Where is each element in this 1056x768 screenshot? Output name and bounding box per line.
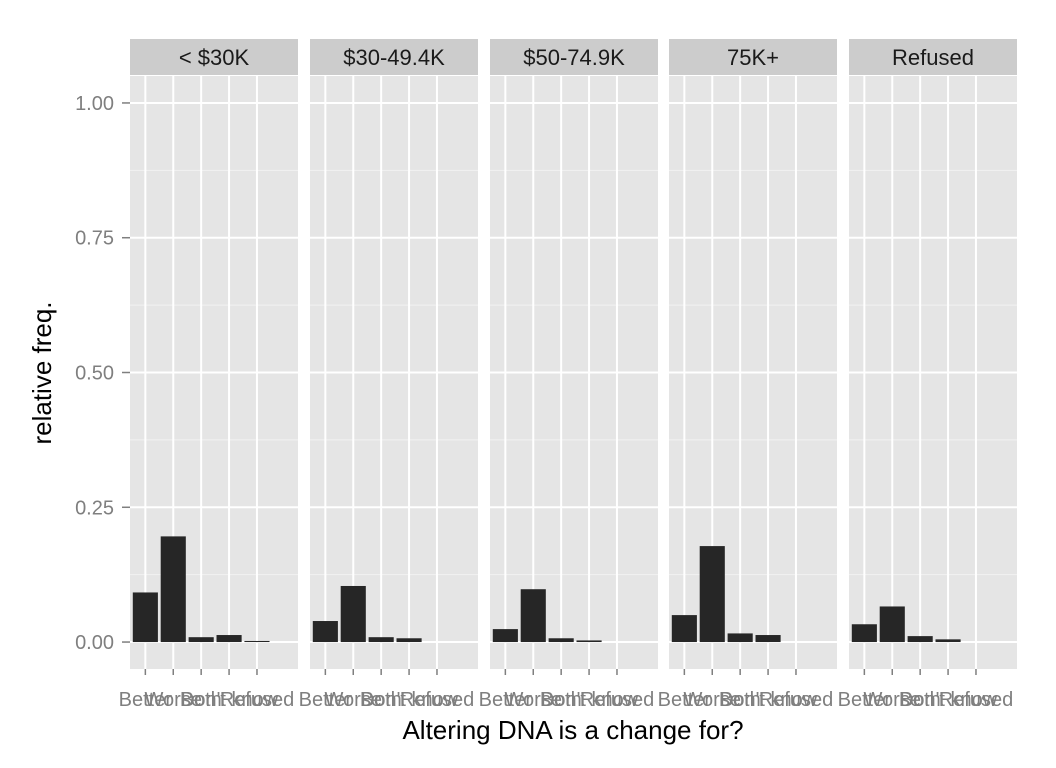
x-tick-label: Better — [299, 689, 353, 711]
x-tick-label: Don't know — [360, 689, 459, 711]
bar-both — [727, 633, 753, 643]
x-tick-label: Don't know — [540, 689, 639, 711]
facet-strip-label: Refused — [892, 45, 974, 70]
x-tick-label: Refused — [220, 689, 295, 711]
bar-worse — [879, 606, 905, 643]
x-tick-label: Refused — [580, 689, 655, 711]
y-tick-label: 0.25 — [75, 497, 114, 519]
bar-better — [132, 592, 158, 643]
x-tick-label: Better — [479, 689, 533, 711]
bar-better — [492, 629, 518, 643]
y-axis-title: relative freq. — [27, 301, 57, 444]
bar-worse — [160, 536, 186, 643]
facet-strip — [849, 39, 1017, 75]
y-tick-label: 0.75 — [75, 228, 114, 250]
x-tick-label: Worse — [325, 689, 382, 711]
bar-better — [312, 621, 338, 643]
y-tick-label: 0.50 — [75, 363, 114, 385]
x-tick-label: Both — [361, 689, 402, 711]
bar-don-t-know — [216, 635, 242, 643]
y-tick-label: 0.00 — [75, 632, 114, 654]
bar-worse — [340, 585, 366, 643]
x-tick-label: Worse — [684, 689, 741, 711]
bar-don-t-know — [935, 639, 961, 643]
bar-both — [548, 638, 574, 643]
facet-strip — [310, 39, 478, 75]
facet-strip — [130, 39, 298, 75]
x-tick-label: Refused — [939, 689, 1014, 711]
bar-worse — [520, 589, 546, 643]
x-axis-title: Altering DNA is a change for? — [402, 715, 743, 745]
x-tick-label: Both — [720, 689, 761, 711]
x-tick-label: Don't know — [899, 689, 998, 711]
bar-better — [851, 624, 877, 643]
x-tick-label: Both — [181, 689, 222, 711]
bar-better — [671, 615, 697, 643]
x-tick-label: Refused — [759, 689, 834, 711]
x-tick-label: Refused — [400, 689, 475, 711]
x-tick-label: Better — [119, 689, 173, 711]
bar-both — [188, 637, 214, 643]
x-tick-label: Don't know — [719, 689, 818, 711]
facet-strip — [669, 39, 837, 75]
y-tick-label: 1.00 — [75, 93, 114, 115]
facet-strip — [490, 39, 658, 75]
y-axis: 0.00 0.25 0.50 0.75 1.00 — [75, 93, 130, 654]
x-tick-label: Worse — [505, 689, 562, 711]
facet-strip-label: 75K+ — [727, 45, 779, 70]
bar-don-t-know — [576, 640, 602, 643]
x-tick-label: Worse — [145, 689, 202, 711]
facet-strip-label: $50-74.9K — [523, 45, 625, 70]
bar-don-t-know — [396, 638, 422, 643]
facet-strip-label: $30-49.4K — [343, 45, 445, 70]
facet-strip-label: < $30K — [179, 45, 250, 70]
x-tick-label: Don't know — [180, 689, 279, 711]
bar-worse — [699, 546, 725, 643]
x-tick-label: Worse — [864, 689, 921, 711]
x-tick-label: Better — [658, 689, 712, 711]
bar-both — [907, 636, 933, 643]
x-tick-label: Both — [900, 689, 941, 711]
bar-don-t-know — [755, 635, 781, 643]
bar-refused — [244, 640, 270, 643]
x-tick-label: Better — [838, 689, 892, 711]
x-tick-label: Both — [541, 689, 582, 711]
bar-both — [368, 637, 394, 643]
